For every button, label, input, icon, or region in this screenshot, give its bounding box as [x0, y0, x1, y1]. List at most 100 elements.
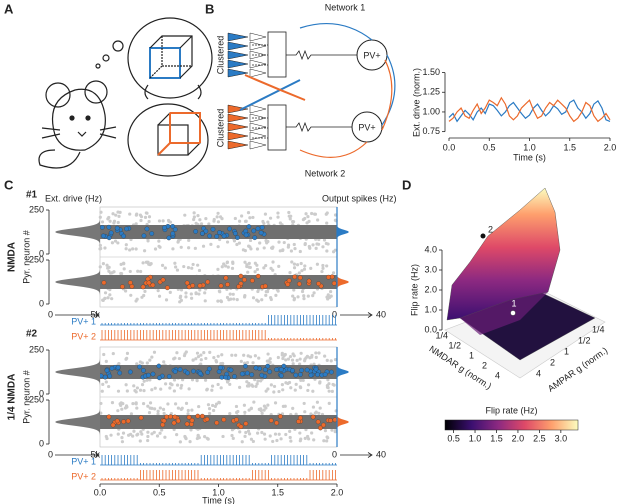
raster-dot — [325, 264, 329, 268]
x-tick-label: 2.0 — [331, 487, 344, 497]
raster-dot — [164, 298, 169, 302]
colorbar-tick-label: 2.5 — [533, 433, 546, 443]
raster-dot — [288, 435, 292, 440]
raster-dot — [235, 410, 239, 415]
y-axis-label: Ext. drive (norm.) — [411, 68, 421, 137]
raster-dot — [323, 354, 327, 358]
raster-dot — [277, 240, 281, 244]
raster-dot — [101, 382, 105, 386]
raster-dot — [253, 270, 257, 274]
y-tick-label: 250 — [29, 254, 44, 264]
raster-dot — [225, 260, 229, 265]
raster-dot — [271, 260, 275, 264]
raster-spike — [238, 424, 244, 430]
raster-dot — [255, 267, 260, 272]
raster-dot — [111, 351, 115, 356]
raster-spike — [191, 368, 196, 374]
raster-dot — [266, 387, 270, 391]
raster-dot — [176, 238, 181, 243]
raster-spike — [175, 418, 181, 424]
raster-spike — [164, 414, 169, 420]
ext-arrow — [94, 452, 100, 458]
raster-dot — [219, 300, 224, 304]
raster-spike — [306, 278, 312, 284]
raster-dot — [330, 389, 334, 394]
raster-spike — [251, 228, 257, 234]
raster-dot — [282, 354, 286, 358]
raster-dot — [298, 431, 302, 435]
raster-dot — [121, 431, 126, 435]
raster-spike — [318, 425, 323, 431]
raster-dot — [293, 247, 297, 251]
mouse-illustration — [38, 17, 213, 177]
raster-spike — [249, 372, 255, 378]
x-tick-label: 1.5 — [563, 142, 576, 152]
raster-dot — [212, 219, 216, 223]
raster-dot — [168, 290, 172, 294]
raster-dot — [276, 215, 280, 219]
raster-dot — [299, 437, 303, 441]
raster-dot — [292, 288, 296, 292]
raster-dot — [324, 241, 328, 246]
raster-spike — [172, 227, 178, 232]
raster-dot — [172, 378, 177, 382]
raster-dot — [291, 294, 295, 298]
raster-spike — [101, 233, 106, 239]
ext-tick-label: 0 — [48, 309, 53, 319]
raster-dot — [184, 291, 188, 295]
raster-dot — [246, 211, 251, 215]
raster-dot — [325, 221, 329, 225]
raster-dot — [207, 222, 211, 226]
raster-spike — [259, 225, 265, 230]
raster-spike — [216, 369, 222, 374]
raster-dot — [157, 294, 162, 298]
raster-dot — [304, 212, 308, 216]
raster-dot — [276, 211, 280, 215]
raster-dot — [108, 219, 112, 223]
raster-spike — [255, 273, 261, 279]
raster-dot — [210, 384, 215, 388]
neuron — [227, 32, 249, 42]
raster-spike — [161, 418, 167, 424]
raster-spike — [137, 364, 142, 370]
raster-dot — [232, 297, 236, 301]
raster-dot — [216, 211, 220, 215]
raster-spike — [255, 226, 261, 232]
raster-spike — [308, 372, 314, 378]
raster-dot — [281, 248, 285, 253]
pv-label: PV+ 1 — [71, 316, 96, 326]
raster-dot — [302, 267, 307, 271]
raster-dot — [291, 406, 295, 410]
raster-dot — [188, 440, 192, 444]
raster-dot — [147, 262, 151, 266]
raster-dot — [135, 212, 139, 216]
raster-dot — [293, 388, 297, 392]
raster-dot — [314, 246, 318, 250]
raster-dot — [302, 401, 306, 406]
raster-dot — [129, 412, 134, 416]
raster-dot — [131, 247, 135, 251]
raster-dot — [148, 378, 152, 382]
neuron — [249, 140, 267, 150]
raster-spike — [141, 233, 147, 239]
raster-dot — [220, 265, 224, 269]
raster-dot — [262, 408, 266, 412]
raster-spike — [124, 226, 129, 232]
colorbar — [444, 419, 579, 431]
raster-dot — [175, 432, 179, 437]
ext-arrow — [94, 312, 100, 318]
raster-dot — [112, 219, 117, 223]
raster-spike — [329, 369, 334, 375]
raster-dot — [189, 428, 193, 432]
clustered-label: Clustered — [215, 109, 225, 148]
raster-dot — [141, 261, 145, 265]
raster-band — [100, 275, 337, 289]
raster-dot — [99, 246, 103, 251]
raster-dot — [306, 434, 310, 439]
surface-plot — [441, 187, 606, 379]
raster-spike — [157, 375, 162, 381]
ext-drive-hist — [55, 209, 100, 255]
raster-dot — [143, 215, 148, 219]
raster-spike — [279, 373, 284, 379]
raster-spike — [253, 365, 259, 371]
